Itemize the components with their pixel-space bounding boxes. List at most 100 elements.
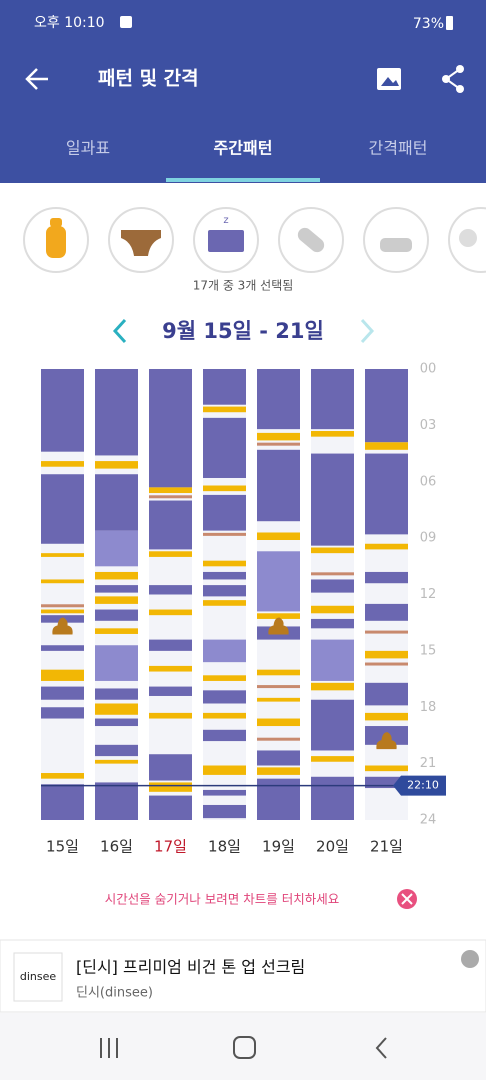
- feed-segment: [365, 543, 408, 550]
- poop-mark: [376, 732, 397, 750]
- feed-segment: [365, 712, 408, 721]
- feed-segment: [311, 682, 354, 691]
- sleep-segment: [203, 585, 246, 597]
- poop-mark: [268, 617, 289, 635]
- ad-logo: dinsee: [20, 970, 57, 983]
- y-tick-label: 21: [420, 756, 437, 771]
- app-bar: [0, 0, 486, 183]
- sleep-segment: [257, 750, 300, 766]
- sleep-segment: [149, 639, 192, 651]
- ad-info[interactable]: [461, 950, 479, 968]
- sleep-segment: [203, 494, 246, 531]
- light-segment: [311, 639, 354, 681]
- ad-logo-box: [13, 952, 63, 1002]
- feed-segment: [149, 609, 192, 616]
- nav-bar: [0, 1013, 486, 1080]
- diaper-mark: [311, 572, 354, 576]
- sleep-segment: [41, 686, 84, 700]
- sleep-segment: [95, 585, 138, 593]
- y-tick-label: 06: [420, 474, 437, 489]
- feed-segment: [203, 560, 246, 567]
- feed-segment: [257, 532, 300, 541]
- status-icon: [120, 16, 132, 28]
- sleep-segment: [257, 778, 300, 820]
- diaper-mark: [41, 604, 84, 608]
- feed-segment: [41, 609, 84, 614]
- sleep-segment: [149, 500, 192, 550]
- sleep-segment: [203, 571, 246, 580]
- next-week[interactable]: [360, 318, 375, 344]
- diaper-mark: [257, 685, 300, 689]
- sleep-segment: [41, 474, 84, 544]
- diaper-mark: [257, 737, 300, 741]
- back-button[interactable]: [25, 68, 48, 90]
- light-segment: [95, 645, 138, 681]
- sleep-segment: [257, 449, 300, 522]
- tab[interactable]: 간격패턴: [369, 139, 428, 158]
- feed-segment: [149, 782, 192, 792]
- feed-segment: [203, 675, 246, 681]
- battery-icon: [446, 16, 453, 30]
- nav-back[interactable]: [375, 1037, 387, 1059]
- ad-banner[interactable]: [0, 939, 486, 1013]
- nav-recent[interactable]: [100, 1038, 118, 1058]
- y-tick-label: 15: [420, 643, 437, 658]
- day-label: 16일: [100, 838, 133, 856]
- sleep-segment: [95, 782, 138, 820]
- day-label: 19일: [262, 838, 295, 856]
- feed-segment: [365, 765, 408, 772]
- sleep-segment: [365, 776, 408, 789]
- feed-segment: [41, 669, 84, 681]
- day-label: 20일: [316, 838, 349, 856]
- day-label: 17일: [154, 838, 187, 856]
- hint: 시간선을 숨기거나 보려면 차트를 터치하세요: [105, 892, 339, 907]
- sleep-segment: [203, 690, 246, 704]
- day-label: 15일: [46, 838, 79, 856]
- sleep-segment: [41, 784, 84, 820]
- image-button[interactable]: [377, 68, 401, 90]
- sleep-segment: [95, 744, 138, 757]
- feed-segment: [95, 628, 138, 634]
- sleep-segment: [95, 718, 138, 727]
- current-time-badge: [393, 775, 446, 796]
- sleep-segment: [95, 688, 138, 700]
- feed-segment: [257, 613, 300, 619]
- feed-segment: [149, 551, 192, 557]
- diaper-mark: [203, 532, 246, 536]
- diaper-mark: [257, 442, 300, 446]
- tab[interactable]: 주간패턴: [214, 139, 273, 158]
- prev-week[interactable]: [112, 318, 127, 344]
- close-hint[interactable]: [397, 889, 417, 909]
- sleep-segment: [365, 369, 408, 443]
- feed-segment: [257, 669, 300, 676]
- feed-segment: [203, 406, 246, 413]
- sleep-segment: [311, 618, 354, 629]
- feed-segment: [41, 773, 84, 779]
- feed-segment: [41, 579, 84, 584]
- sleep-segment: [365, 603, 408, 621]
- sleep-segment: [203, 804, 246, 819]
- feed-segment: [41, 553, 84, 557]
- sleep-segment: [365, 682, 408, 706]
- sleep-segment: [149, 369, 192, 488]
- ad-title: [딘시] 프리미엄 비건 톤 업 선크림: [76, 958, 305, 977]
- feed-segment: [311, 431, 354, 437]
- sleep-segment: [311, 776, 354, 820]
- day-label: 21일: [370, 838, 403, 856]
- feed-segment: [203, 765, 246, 775]
- y-tick-label: 03: [420, 418, 437, 433]
- chart: 00 03 06 09 12 15 18 21 24 15일 16일 17일 18일 19일 20일 21일 2…: [41, 362, 446, 856]
- category-icons: z: [23, 207, 486, 273]
- feed-segment: [365, 650, 408, 659]
- y-tick-label: 09: [420, 531, 437, 546]
- diaper-mark: [149, 495, 192, 499]
- tab[interactable]: 일과표: [66, 139, 110, 158]
- feed-segment: [311, 547, 354, 554]
- nav-home[interactable]: [233, 1036, 256, 1059]
- light-segment: [95, 530, 138, 567]
- feed-segment: [203, 485, 246, 492]
- feed-segment: [41, 461, 84, 467]
- feed-segment: [257, 767, 300, 775]
- sleep-segment: [41, 707, 84, 719]
- share-button[interactable]: [442, 65, 464, 93]
